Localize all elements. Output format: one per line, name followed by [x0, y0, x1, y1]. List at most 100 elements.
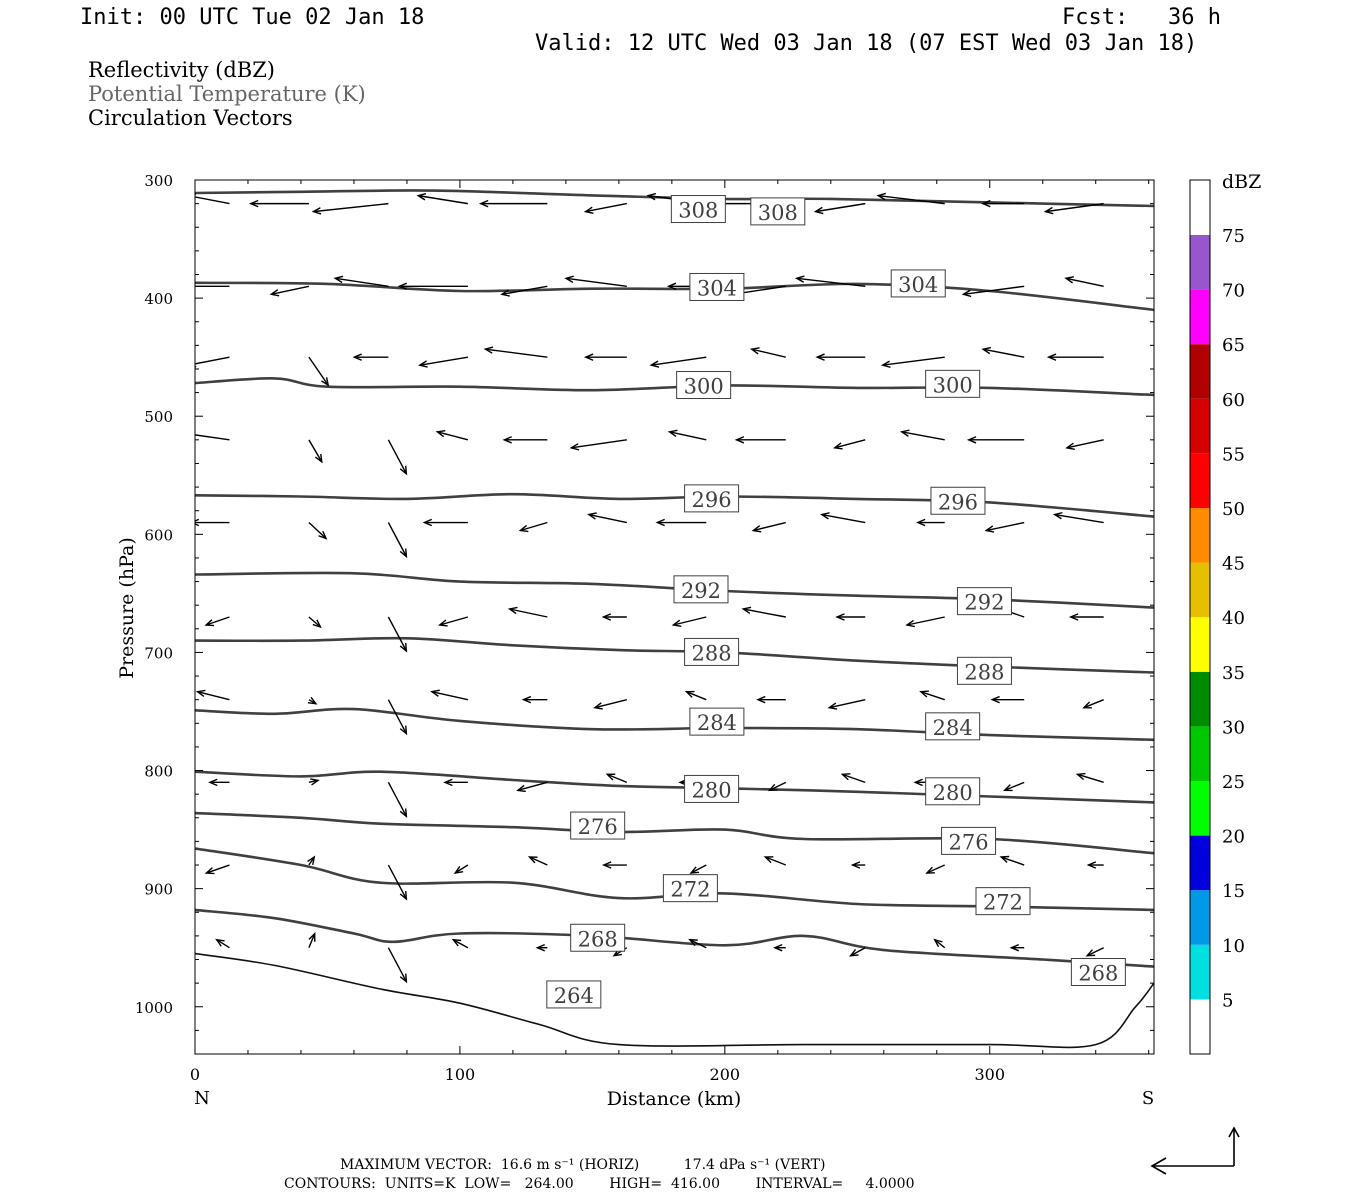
contour-label-280: 280	[925, 777, 981, 806]
contour-label-box	[956, 656, 1012, 685]
circulation-vector	[308, 522, 327, 540]
vector-arrowhead	[453, 866, 464, 874]
contour-label-box	[684, 637, 740, 666]
vector-arrowhead	[569, 443, 580, 451]
y-tick-label: 600	[144, 526, 173, 544]
contour-label-292: 292	[673, 575, 729, 604]
vector-arrowhead	[880, 360, 891, 368]
y-tick-label: 500	[144, 408, 173, 426]
contour-label-text: 276	[949, 830, 989, 854]
circulation-vector	[195, 196, 230, 205]
colorbar-level-label: 20	[1222, 827, 1245, 848]
vector-arrowhead	[655, 518, 665, 527]
colorbar-level-label: 35	[1222, 663, 1245, 684]
contour-label-box	[546, 980, 602, 1009]
vector-arrowhead	[981, 199, 991, 208]
vector-arrowhead	[307, 855, 316, 866]
vector-arrowhead	[502, 436, 512, 444]
contour-label-box	[956, 587, 1012, 616]
vector-arrowhead	[773, 943, 783, 952]
circulation-vector	[934, 939, 946, 949]
circulation-vector	[308, 356, 329, 386]
colorbar-swatch	[1190, 180, 1210, 235]
contour-label-276: 276	[941, 826, 997, 855]
y-tick-label: 300	[144, 172, 173, 190]
vector-arrowhead	[1009, 943, 1020, 952]
circulation-vector	[850, 947, 866, 957]
circulation-vector	[517, 781, 548, 792]
circulation-vector	[387, 522, 408, 557]
colorbar-level-label: 50	[1222, 499, 1245, 520]
vector-arrowhead	[527, 856, 538, 864]
vector-arrowhead	[195, 518, 200, 527]
vector-arrowhead	[794, 275, 805, 283]
contour-label-276: 276	[570, 811, 626, 840]
contour-label-box	[925, 369, 981, 398]
circulation-vector	[387, 782, 408, 817]
circulation-vector	[520, 521, 548, 532]
vector-arrowhead	[318, 530, 328, 540]
vector-arrowhead	[521, 695, 532, 704]
vector-arrowhead	[321, 377, 330, 387]
colorbar-swatch	[1190, 890, 1210, 945]
vector-arrowhead	[602, 861, 612, 869]
vector-arrowhead	[310, 778, 320, 786]
contour-label-box	[975, 887, 1031, 916]
circulation-vector	[271, 285, 310, 295]
circulation-vector	[418, 194, 468, 205]
vector-arrowhead	[999, 855, 1010, 863]
circulation-vector	[1054, 513, 1104, 524]
contour-label-box	[684, 774, 740, 803]
circulation-vector	[387, 947, 408, 983]
colorbar-title: dBZ	[1222, 171, 1261, 193]
vector-arrowhead	[925, 866, 935, 874]
vector-arrowhead	[850, 861, 861, 869]
circulation-vector	[588, 513, 627, 524]
contour-label-box	[1070, 958, 1126, 987]
vector-arrowhead	[689, 866, 700, 874]
contour-label-text: 300	[684, 375, 724, 399]
contour-label-296: 296	[684, 484, 740, 513]
circulation-vector	[195, 434, 230, 441]
circulation-vector	[1004, 781, 1025, 791]
contour-label-box	[750, 197, 806, 226]
colorbar-swatch	[1190, 344, 1210, 399]
contour-label-text: 292	[681, 579, 721, 603]
circulation-vector	[387, 864, 408, 900]
vector-arrowhead	[416, 193, 427, 201]
contour-label-264: 264	[546, 980, 602, 1009]
contour-label-304: 304	[890, 269, 946, 298]
contour-label-300: 300	[676, 371, 732, 400]
init-time: Init: 00 UTC Tue 02 Jan 18	[80, 5, 425, 30]
colorbar-swatch	[1190, 617, 1210, 672]
circulation-vector	[926, 864, 946, 874]
contour-label-296: 296	[930, 486, 986, 515]
colorbar-level-label: 65	[1222, 335, 1245, 356]
vector-arrowhead	[933, 938, 943, 948]
vector-arrowhead	[1046, 353, 1057, 361]
vector-arrowhead	[1065, 442, 1075, 451]
vector-arrowhead	[437, 619, 448, 627]
contour-label-text: 284	[697, 711, 737, 735]
vector-arrowhead	[451, 938, 462, 947]
circulation-vector	[454, 864, 469, 874]
colorbar-swatch	[1190, 671, 1210, 727]
x-axis-start-label: N	[194, 1088, 210, 1109]
theta-contour-300	[195, 377, 1154, 397]
colorbar-swatch	[1190, 944, 1210, 1000]
legend-reflectivity: Reflectivity (dBZ)	[88, 58, 276, 82]
circulation-vector	[669, 431, 707, 441]
contour-label-text: 268	[1078, 962, 1118, 986]
vector-arrowhead	[418, 360, 428, 368]
contour-label-text: 272	[983, 891, 1023, 915]
contour-label-box	[890, 269, 946, 298]
vector-arrowhead	[605, 773, 616, 781]
vector-arrowhead	[174, 430, 182, 436]
vector-arrowhead	[966, 436, 977, 444]
vector-arrowhead	[751, 525, 762, 533]
vector-arrowhead	[399, 890, 408, 901]
contour-label-box	[662, 874, 718, 903]
colorbar-swatch	[1190, 781, 1210, 836]
vector-arrowhead	[915, 518, 926, 527]
